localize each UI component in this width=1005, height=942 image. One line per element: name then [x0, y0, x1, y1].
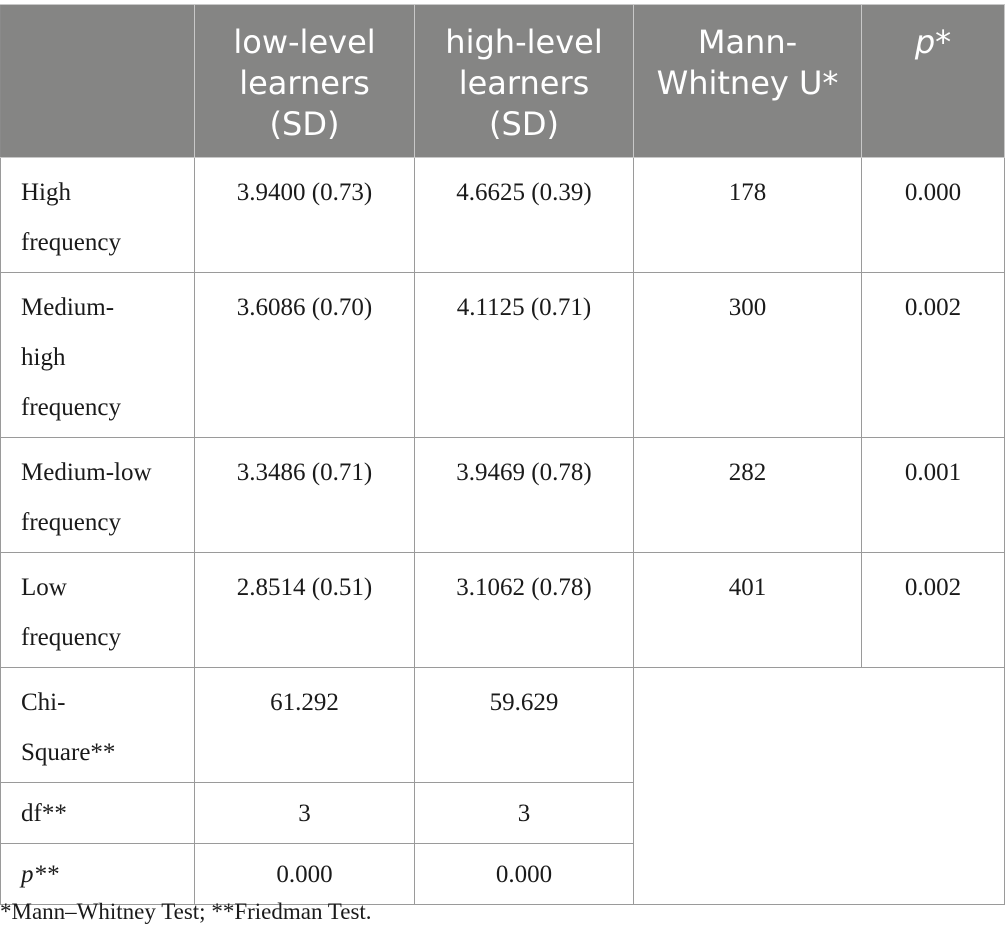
row-label: Medium-high frequency — [0, 272, 195, 438]
low-level-value: 3.3486 (0.71) — [194, 437, 415, 553]
low-level-value: 2.8514 (0.51) — [194, 552, 415, 668]
table-row: High frequency 3.9400 (0.73) 4.6625 (0.3… — [0, 157, 1005, 273]
high-level-value: 0.000 — [414, 843, 634, 905]
header-row: low-level learners (SD) high-level learn… — [0, 4, 1005, 158]
row-label: Low frequency — [0, 552, 195, 668]
mann-whitney-value: 300 — [633, 272, 862, 438]
table-row: Low frequency 2.8514 (0.51) 3.1062 (0.78… — [0, 552, 1005, 668]
table-row-friedman: Chi-Square** 61.292 59.629 — [0, 667, 1005, 905]
mann-whitney-value: 401 — [633, 552, 862, 668]
table-row-friedman: df** 3 3 — [0, 782, 1005, 844]
high-level-value: 3.9469 (0.78) — [414, 437, 634, 553]
header-empty — [0, 4, 195, 158]
p-value: 0.002 — [861, 552, 1005, 668]
table-row-friedman: p** 0.000 0.000 — [0, 843, 1005, 905]
header-high-level-learners: high-level learners (SD) — [414, 4, 634, 158]
low-level-value: 3.6086 (0.70) — [194, 272, 415, 438]
table-row: Medium-high frequency 3.6086 (0.70) 4.11… — [0, 272, 1005, 438]
p-value: 0.001 — [861, 437, 1005, 553]
header-low-level-learners: low-level learners (SD) — [194, 4, 415, 158]
row-label: p** — [0, 843, 195, 905]
header-mann-whitney-u: Mann-Whitney U* — [633, 4, 862, 158]
high-level-value: 3.1062 (0.78) — [414, 552, 634, 668]
high-level-value: 3 — [414, 782, 634, 844]
p-value: 0.002 — [861, 272, 1005, 438]
row-label: High frequency — [0, 157, 195, 273]
low-level-value: 3.9400 (0.73) — [194, 157, 415, 273]
table-row: Medium-low frequency 3.3486 (0.71) 3.946… — [0, 437, 1005, 553]
mann-whitney-value: 282 — [633, 437, 862, 553]
p-value: 0.000 — [861, 157, 1005, 273]
table-footnote: *Mann–Whitney Test; **Friedman Test. — [0, 899, 372, 924]
header-p-value: p* — [861, 4, 1005, 158]
row-label: Chi-Square** — [0, 667, 195, 783]
low-level-value: 61.292 — [194, 667, 415, 783]
mann-whitney-value: 178 — [633, 157, 862, 273]
high-level-value: 4.1125 (0.71) — [414, 272, 634, 438]
row-label: df** — [0, 782, 195, 844]
low-level-value: 3 — [194, 782, 415, 844]
high-level-value: 4.6625 (0.39) — [414, 157, 634, 273]
row-label: Medium-low frequency — [0, 437, 195, 553]
empty-cell — [633, 667, 1005, 905]
high-level-value: 59.629 — [414, 667, 634, 783]
low-level-value: 0.000 — [194, 843, 415, 905]
results-table: low-level learners (SD) high-level learn… — [0, 4, 1005, 905]
